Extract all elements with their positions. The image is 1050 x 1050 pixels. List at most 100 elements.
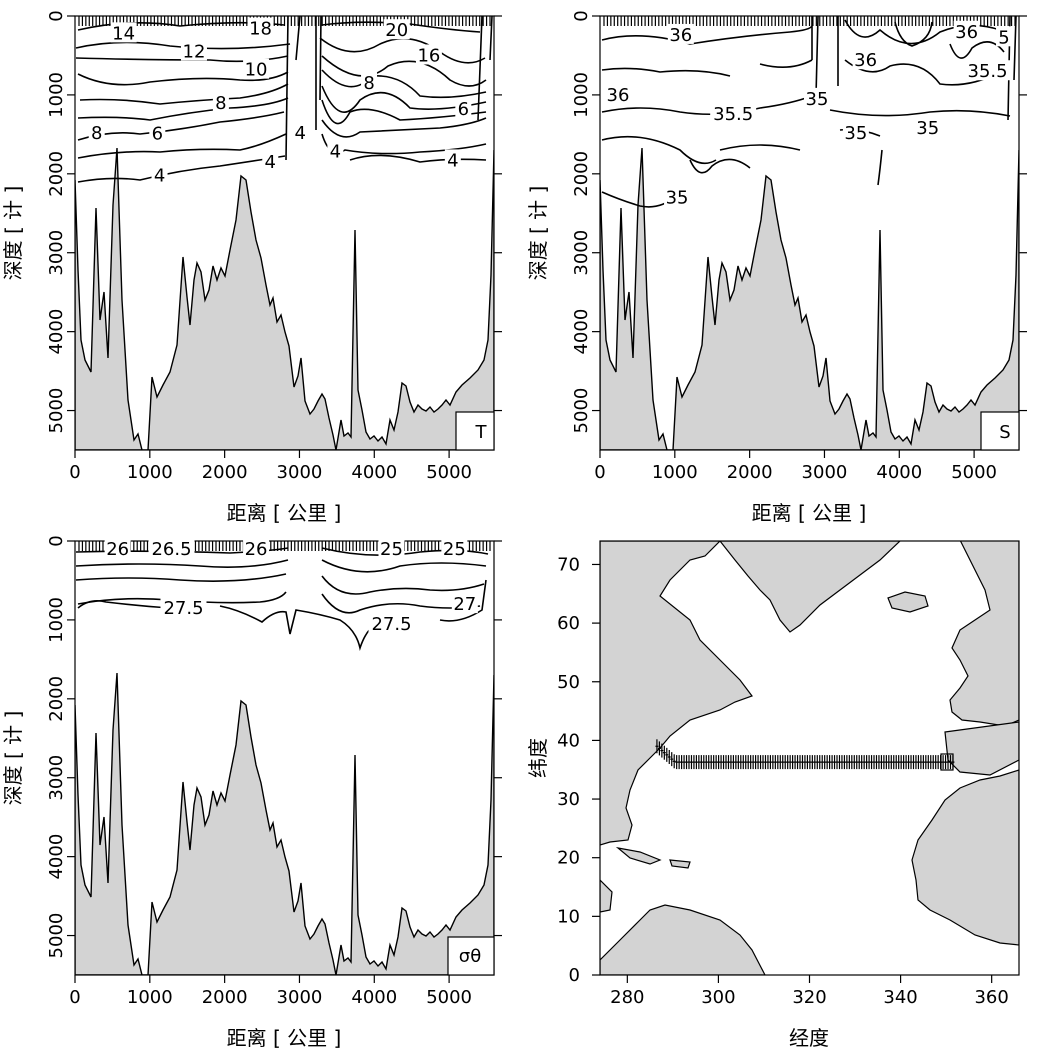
contour-label: 12 xyxy=(183,42,206,63)
contour-label: 6 xyxy=(152,124,163,145)
contour-label-bg xyxy=(383,19,410,40)
panel-salinity: 36 36 5 36 35.5 36 35.5 35 35 35 35 S 0 1000 2000 300… xyxy=(526,10,1027,525)
contour-label: 4 xyxy=(294,123,305,144)
contour-label-bg xyxy=(710,102,757,123)
x-tick-label: 360 xyxy=(974,987,1008,1008)
panel-badge: S xyxy=(980,411,1020,451)
x-tick-label: 1000 xyxy=(127,987,173,1008)
contour-label-bg xyxy=(415,44,442,65)
salinity-contours xyxy=(601,16,1017,208)
y-tick-label: 10 xyxy=(557,906,580,927)
x-tick-label: 1000 xyxy=(652,462,698,483)
y-tick-label: 2000 xyxy=(571,151,592,197)
x-tick-label: 4000 xyxy=(876,462,922,483)
y-tick-label: 2000 xyxy=(46,676,67,722)
contour-label: 26 xyxy=(106,539,129,560)
y-axis-label: 深度 [ 计 ] xyxy=(526,186,550,281)
x-axis-label: 距离 [ 公里 ] xyxy=(227,1026,342,1050)
x-axis-label: 距离 [ 公里 ] xyxy=(752,501,867,525)
y-tick-label: 3000 xyxy=(571,230,592,276)
y-tick-label: 20 xyxy=(557,848,580,869)
y-tick-label: 0 xyxy=(569,965,580,986)
plot-frame xyxy=(74,15,495,451)
contour-label: 8 xyxy=(363,73,374,94)
contour-label: 27.5 xyxy=(163,598,203,619)
x-tick-label: 4000 xyxy=(351,987,397,1008)
south-america-land xyxy=(600,904,766,975)
contour-label-bg xyxy=(667,23,694,44)
y-tick-label: 0 xyxy=(571,10,592,21)
y-tick-label: 4000 xyxy=(46,834,67,880)
x-tick-label: 1000 xyxy=(127,462,173,483)
axes: 280 300 320 340 360 0 10 20 30 40 50 60 70 xyxy=(557,554,1009,1008)
contour-label: 8 xyxy=(215,93,226,114)
contour-label: 4 xyxy=(154,165,165,186)
x-tick-label: 0 xyxy=(594,462,605,483)
x-tick-label: 340 xyxy=(883,987,917,1008)
y-tick-label: 60 xyxy=(557,613,580,634)
contour-label-bg xyxy=(262,150,279,171)
y-tick-label: 4000 xyxy=(571,309,592,355)
temperature-contours xyxy=(75,16,493,183)
iceland-land xyxy=(887,591,929,613)
x-tick-label: 5000 xyxy=(951,462,997,483)
seafloor-bathymetry xyxy=(600,147,1019,450)
contour-label-bg xyxy=(361,72,378,93)
contour-label-bg xyxy=(803,87,830,108)
y-tick-label: 3000 xyxy=(46,230,67,276)
x-tick-label: 320 xyxy=(792,987,826,1008)
x-tick-label: 3000 xyxy=(277,462,323,483)
contour-label-bg xyxy=(88,121,105,142)
plot-frame xyxy=(74,540,495,976)
contour-label-bg xyxy=(148,537,195,558)
contour-label-bg xyxy=(160,597,207,618)
contour-label: 35.5 xyxy=(968,61,1008,82)
y-tick-label: 0 xyxy=(46,535,67,546)
contour-label-bg xyxy=(842,121,869,142)
contour-label: 26 xyxy=(245,539,268,560)
contour-label: 18 xyxy=(249,19,272,40)
y-tick-label: 40 xyxy=(557,730,580,751)
x-tick-label: 3000 xyxy=(802,462,848,483)
y-tick-label: 70 xyxy=(557,554,580,575)
y-tick-label: 5000 xyxy=(571,388,592,434)
contour-label-bg xyxy=(996,26,1013,47)
y-tick-label: 50 xyxy=(557,672,580,693)
contour-label: 36 xyxy=(607,85,630,106)
panel-badge: σθ xyxy=(447,936,495,976)
x-tick-label: 5000 xyxy=(426,462,472,483)
contour-label-bg xyxy=(368,612,415,633)
contour-label: 16 xyxy=(417,45,440,66)
x-tick-label: 0 xyxy=(69,987,80,1008)
contour-label-bg xyxy=(953,20,980,41)
contour-label: 35 xyxy=(916,118,939,139)
density-contours xyxy=(75,547,489,651)
contour-label: 10 xyxy=(245,60,268,81)
contour-label: 36 xyxy=(669,25,692,46)
y-tick-label: 2000 xyxy=(46,151,67,197)
contour-label-bg xyxy=(327,140,344,161)
contour-label-bg xyxy=(243,537,270,558)
y-axis-label: 深度 [ 计 ] xyxy=(1,711,25,806)
panel-station-map: 280 300 320 340 360 0 10 20 30 40 50 60 70 经度 纬度 xyxy=(526,540,1020,1050)
x-tick-label: 2000 xyxy=(727,462,773,483)
contour-label-bg xyxy=(247,17,274,38)
contour-label-bg xyxy=(451,593,478,614)
y-tick-label: 5000 xyxy=(46,388,67,434)
contour-label: 8 xyxy=(91,123,102,144)
panel-badge: T xyxy=(455,411,495,451)
y-tick-label: 3000 xyxy=(46,755,67,801)
station-end-marker xyxy=(940,753,954,771)
caribbean-land xyxy=(600,847,691,913)
contour-label-bg xyxy=(455,98,472,119)
contour-label-bg xyxy=(151,164,168,185)
contour-label-bg xyxy=(964,60,1011,81)
y-tick-label: 4000 xyxy=(46,309,67,355)
europe-land xyxy=(949,541,1019,727)
contour-label-bg xyxy=(104,537,131,558)
axes: 0 1000 2000 3000 4000 5000 0 1000 2000 3000 4000 50… xyxy=(46,535,502,1008)
north-america-land xyxy=(600,541,753,846)
y-tick-label: 30 xyxy=(557,789,580,810)
contour-label: 25 xyxy=(443,539,466,560)
